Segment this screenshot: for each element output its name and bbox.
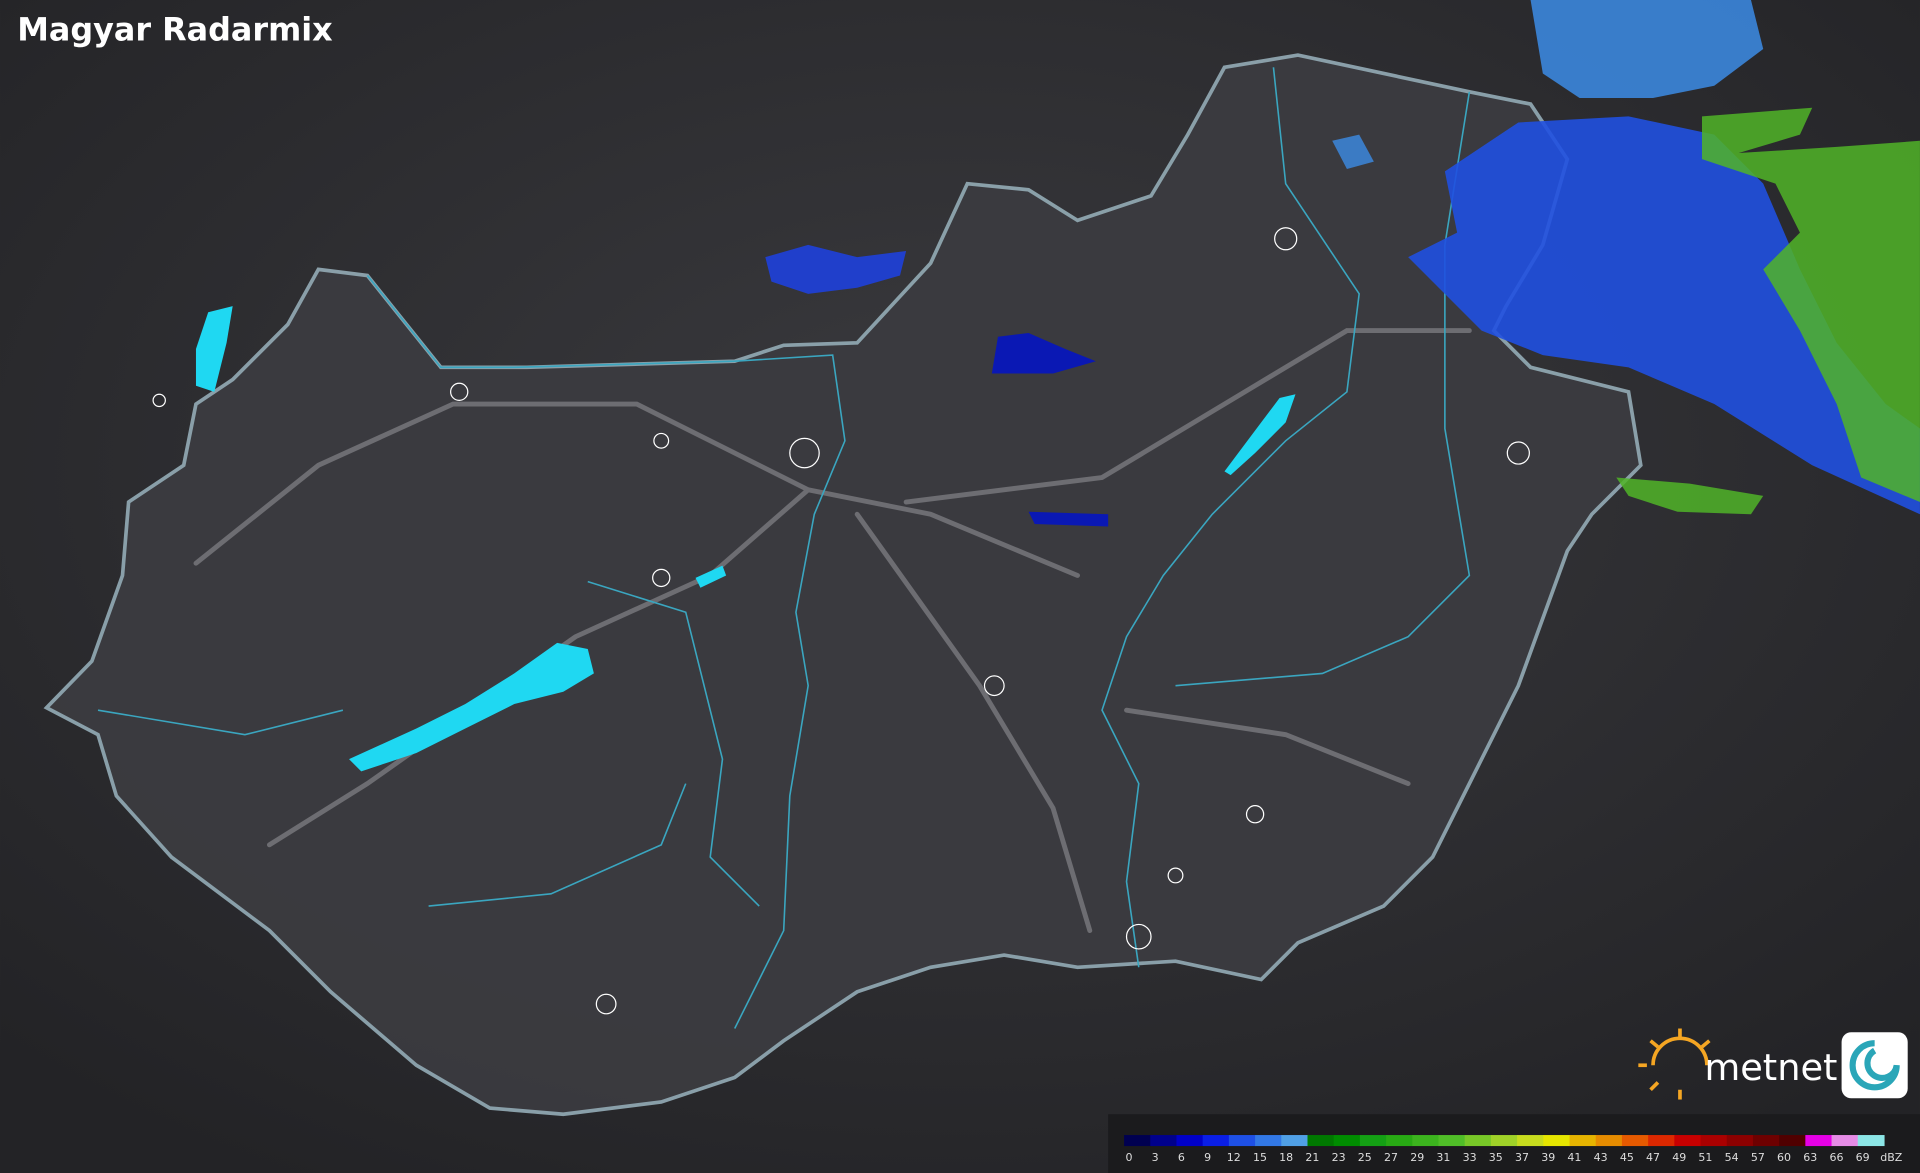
legend-swatch bbox=[1255, 1135, 1282, 1147]
legend-swatch bbox=[1307, 1135, 1335, 1147]
legend-swatch bbox=[1595, 1135, 1623, 1147]
legend-label: 41 bbox=[1567, 1151, 1581, 1164]
legend-label: 15 bbox=[1253, 1151, 1267, 1164]
legend-label: 47 bbox=[1646, 1151, 1660, 1164]
radar-echoes bbox=[765, 0, 1920, 527]
legend-label: 33 bbox=[1463, 1151, 1477, 1164]
roads bbox=[193, 328, 1472, 934]
legend-swatch bbox=[1621, 1135, 1649, 1147]
legend-swatch bbox=[1464, 1135, 1492, 1147]
legend-label: 21 bbox=[1305, 1151, 1319, 1164]
legend-swatch bbox=[1517, 1135, 1544, 1147]
legend-label: 39 bbox=[1541, 1151, 1555, 1164]
legend-label: 29 bbox=[1410, 1151, 1424, 1164]
legend-label: 51 bbox=[1698, 1151, 1712, 1164]
legend-label: 23 bbox=[1332, 1151, 1346, 1164]
legend-label: 57 bbox=[1751, 1151, 1765, 1164]
legend-swatch bbox=[1700, 1135, 1728, 1147]
legend-label: 18 bbox=[1279, 1151, 1293, 1164]
legend-label: 12 bbox=[1227, 1151, 1241, 1164]
lake-velence bbox=[695, 565, 727, 588]
legend-swatch bbox=[1124, 1135, 1151, 1147]
legend-swatch bbox=[1490, 1135, 1518, 1147]
map-title: Magyar Radarmix bbox=[17, 10, 333, 48]
legend-swatch bbox=[1202, 1135, 1230, 1147]
logo: metnet bbox=[1638, 1028, 1908, 1100]
legend-label: 25 bbox=[1358, 1151, 1372, 1164]
legend-swatch bbox=[1752, 1135, 1780, 1147]
lake-tisza bbox=[1224, 394, 1296, 476]
legend-label: 49 bbox=[1672, 1151, 1686, 1164]
legend-label: 54 bbox=[1725, 1151, 1739, 1164]
legend-swatch bbox=[1726, 1135, 1754, 1147]
legend-label: 31 bbox=[1436, 1151, 1450, 1164]
legend-swatch bbox=[1543, 1135, 1571, 1147]
legend-label: 63 bbox=[1803, 1151, 1817, 1164]
legend-swatch bbox=[1674, 1135, 1702, 1147]
legend-label: 37 bbox=[1515, 1151, 1529, 1164]
legend-swatch bbox=[1386, 1135, 1413, 1147]
legend-label: 45 bbox=[1620, 1151, 1634, 1164]
legend-swatch bbox=[1150, 1135, 1178, 1147]
legend-swatch bbox=[1857, 1135, 1885, 1147]
lake-ferto bbox=[195, 306, 233, 392]
legend-label: 0 bbox=[1125, 1151, 1132, 1164]
legend-swatch bbox=[1805, 1135, 1833, 1147]
legend-label: 27 bbox=[1384, 1151, 1398, 1164]
logo-text: metnet bbox=[1704, 1046, 1837, 1089]
towns bbox=[152, 227, 1530, 1015]
legend-swatch bbox=[1176, 1135, 1204, 1147]
legend-unit: dBZ bbox=[1880, 1151, 1903, 1164]
legend-label: 66 bbox=[1829, 1151, 1843, 1164]
legend-label: 35 bbox=[1489, 1151, 1503, 1164]
lakes bbox=[195, 306, 1296, 772]
legend: 0 3 6 9 12 15 18 21 23 25 27 29 31 33 35 37 39 41 43 45 47 49… bbox=[1124, 1135, 1903, 1164]
legend-swatch bbox=[1333, 1135, 1361, 1147]
legend-label: 6 bbox=[1178, 1151, 1185, 1164]
legend-swatch bbox=[1648, 1135, 1675, 1147]
legend-swatch bbox=[1831, 1135, 1859, 1147]
legend-label: 3 bbox=[1152, 1151, 1159, 1164]
legend-swatch bbox=[1779, 1135, 1806, 1147]
legend-label: 43 bbox=[1594, 1151, 1608, 1164]
lake-balaton bbox=[349, 642, 594, 772]
legend-swatch bbox=[1359, 1135, 1387, 1147]
legend-label: 60 bbox=[1777, 1151, 1791, 1164]
legend-label: 9 bbox=[1204, 1151, 1211, 1164]
legend-swatch bbox=[1281, 1135, 1309, 1147]
legend-label: 69 bbox=[1856, 1151, 1870, 1164]
legend-swatch bbox=[1569, 1135, 1597, 1147]
legend-swatch bbox=[1228, 1135, 1256, 1147]
legend-swatch bbox=[1438, 1135, 1466, 1147]
legend-swatch bbox=[1412, 1135, 1440, 1147]
